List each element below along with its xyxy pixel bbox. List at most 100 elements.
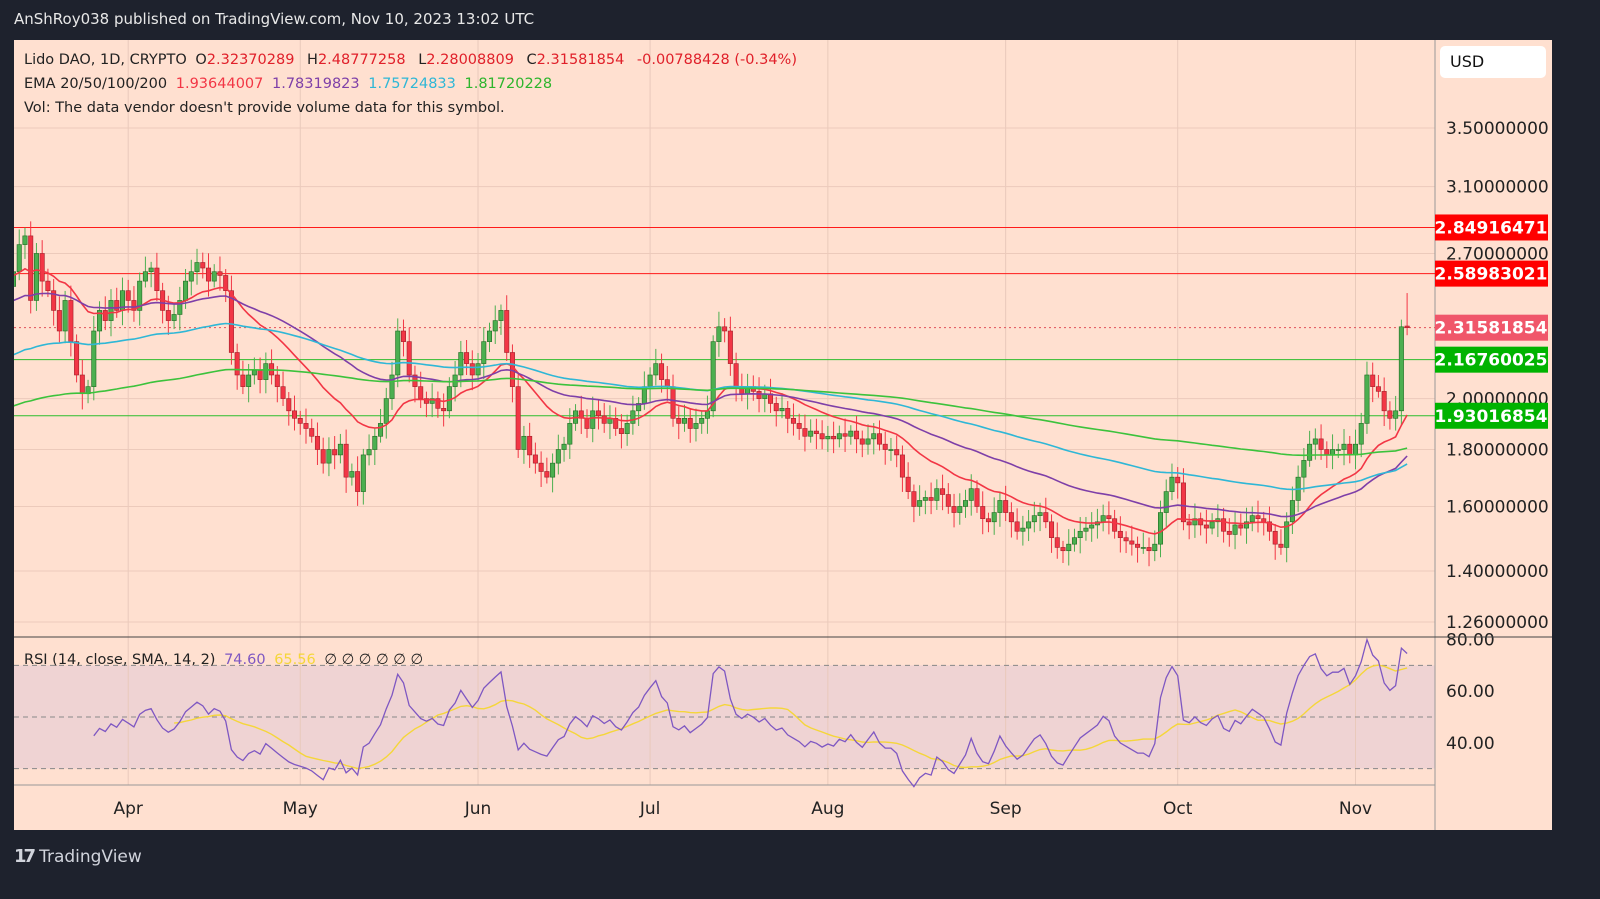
candle-body[interactable] bbox=[808, 430, 814, 437]
candle-body[interactable] bbox=[464, 352, 470, 364]
candle-body[interactable] bbox=[825, 435, 831, 440]
candle-body[interactable] bbox=[1135, 543, 1141, 548]
candle-body[interactable] bbox=[223, 275, 229, 291]
candle-body[interactable] bbox=[779, 408, 785, 412]
candle-body[interactable] bbox=[418, 386, 424, 399]
candle-body[interactable] bbox=[1272, 530, 1278, 545]
candle-body[interactable] bbox=[246, 374, 252, 387]
candle-body[interactable] bbox=[1169, 476, 1175, 492]
candle-body[interactable] bbox=[131, 300, 137, 311]
candle-body[interactable] bbox=[710, 341, 716, 412]
candle-body[interactable] bbox=[234, 352, 240, 376]
candle-body[interactable] bbox=[813, 430, 819, 434]
candle-body[interactable] bbox=[905, 476, 911, 492]
candle-body[interactable] bbox=[561, 443, 567, 450]
candle-body[interactable] bbox=[1398, 326, 1404, 412]
candle-body[interactable] bbox=[670, 386, 676, 419]
candle-body[interactable] bbox=[865, 438, 871, 445]
candle-body[interactable] bbox=[733, 363, 739, 387]
candle-body[interactable] bbox=[681, 418, 687, 424]
candle-body[interactable] bbox=[544, 471, 550, 478]
candle-body[interactable] bbox=[1049, 521, 1055, 538]
candle-body[interactable] bbox=[601, 415, 607, 424]
candle-body[interactable] bbox=[859, 438, 865, 445]
candle-body[interactable] bbox=[1203, 524, 1209, 529]
candle-body[interactable] bbox=[1347, 443, 1353, 456]
candle-body[interactable] bbox=[515, 386, 521, 450]
candle-body[interactable] bbox=[831, 435, 837, 440]
candle-body[interactable] bbox=[51, 290, 57, 311]
rsi-label[interactable]: RSI (14, close, SMA, 14, 2) bbox=[24, 652, 216, 668]
candle-body[interactable] bbox=[1031, 515, 1037, 523]
tradingview-branding[interactable]: 17 TradingView bbox=[14, 846, 142, 867]
candle-body[interactable] bbox=[62, 300, 68, 332]
candle-body[interactable] bbox=[1341, 443, 1347, 450]
candle-body[interactable] bbox=[22, 235, 28, 245]
candle-body[interactable] bbox=[343, 443, 349, 478]
candle-body[interactable] bbox=[39, 253, 45, 282]
candle-body[interactable] bbox=[1014, 521, 1020, 532]
candle-body[interactable] bbox=[1123, 537, 1129, 542]
candle-body[interactable] bbox=[848, 430, 854, 437]
candle-body[interactable] bbox=[217, 271, 223, 276]
candle-body[interactable] bbox=[687, 418, 693, 429]
candle-body[interactable] bbox=[727, 330, 733, 364]
candle-body[interactable] bbox=[1037, 512, 1043, 516]
candle-body[interactable] bbox=[228, 290, 234, 353]
candle-body[interactable] bbox=[980, 506, 986, 520]
candle-body[interactable] bbox=[498, 310, 504, 321]
candle-body[interactable] bbox=[395, 330, 401, 376]
candle-body[interactable] bbox=[349, 471, 355, 478]
candle-body[interactable] bbox=[630, 410, 636, 424]
candle-body[interactable] bbox=[1381, 391, 1387, 412]
candle-body[interactable] bbox=[1221, 518, 1227, 532]
candle-body[interactable] bbox=[1324, 449, 1330, 456]
candle-body[interactable] bbox=[45, 280, 51, 291]
candle-body[interactable] bbox=[1198, 518, 1204, 526]
candle-body[interactable] bbox=[647, 374, 653, 387]
candle-body[interactable] bbox=[1192, 518, 1198, 526]
symbol-name[interactable]: Lido DAO, 1D, CRYPTO bbox=[24, 52, 187, 68]
candle-body[interactable] bbox=[521, 435, 527, 450]
candle-body[interactable] bbox=[1163, 491, 1169, 513]
candle-body[interactable] bbox=[274, 374, 280, 387]
ema-label[interactable]: EMA 20/50/100/200 bbox=[24, 76, 168, 92]
candle-body[interactable] bbox=[1375, 386, 1381, 392]
candle-body[interactable] bbox=[1175, 476, 1181, 484]
candle-body[interactable] bbox=[1289, 500, 1295, 523]
candle-body[interactable] bbox=[1244, 521, 1250, 529]
candle-body[interactable] bbox=[154, 267, 160, 291]
candle-body[interactable] bbox=[527, 435, 533, 456]
candle-body[interactable] bbox=[372, 435, 378, 450]
candle-body[interactable] bbox=[292, 410, 298, 419]
candle-body[interactable] bbox=[928, 497, 934, 501]
candle-body[interactable] bbox=[142, 271, 148, 282]
candle-body[interactable] bbox=[550, 462, 556, 478]
candle-body[interactable] bbox=[968, 488, 974, 501]
candle-body[interactable] bbox=[1117, 530, 1123, 538]
candle-body[interactable] bbox=[337, 443, 343, 456]
candle-body[interactable] bbox=[1312, 438, 1318, 445]
candle-body[interactable] bbox=[1284, 521, 1290, 548]
candle-body[interactable] bbox=[320, 449, 326, 464]
candle-body[interactable] bbox=[1387, 410, 1393, 419]
candle-body[interactable] bbox=[1054, 537, 1060, 548]
candle-body[interactable] bbox=[997, 500, 1003, 513]
candle-body[interactable] bbox=[974, 488, 980, 507]
candle-body[interactable] bbox=[14, 271, 17, 287]
candle-body[interactable] bbox=[1026, 521, 1032, 529]
candle-body[interactable] bbox=[74, 341, 80, 376]
candle-body[interactable] bbox=[532, 454, 538, 464]
candle-body[interactable] bbox=[836, 433, 842, 440]
candle-body[interactable] bbox=[257, 370, 263, 380]
candle-body[interactable] bbox=[16, 244, 22, 273]
candle-body[interactable] bbox=[538, 462, 544, 472]
candle-body[interactable] bbox=[211, 271, 217, 282]
candle-body[interactable] bbox=[1180, 482, 1186, 523]
candle-body[interactable] bbox=[1238, 524, 1244, 529]
candle-body[interactable] bbox=[590, 410, 596, 429]
candle-body[interactable] bbox=[441, 408, 447, 412]
candle-body[interactable] bbox=[378, 423, 384, 437]
candle-body[interactable] bbox=[389, 374, 395, 399]
candle-body[interactable] bbox=[1071, 537, 1077, 545]
